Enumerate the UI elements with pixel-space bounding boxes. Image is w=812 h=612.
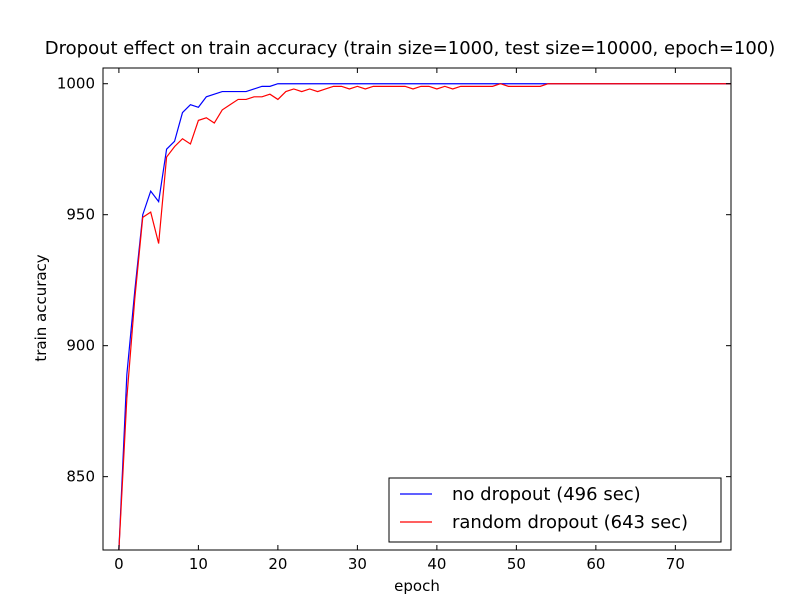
x-tick-label: 50 bbox=[507, 555, 526, 573]
x-tick-label: 60 bbox=[586, 555, 605, 573]
legend-box bbox=[388, 477, 722, 543]
y-tick-label: 850 bbox=[66, 468, 95, 486]
y-tick-label: 900 bbox=[66, 337, 95, 355]
x-axis-label: epoch bbox=[394, 577, 440, 595]
plot-frame bbox=[102, 67, 732, 551]
x-tick-label: 20 bbox=[268, 555, 287, 573]
chart-title: Dropout effect on train accuracy (train … bbox=[45, 38, 776, 59]
y-tick-label: 1000 bbox=[57, 75, 95, 93]
series-layer bbox=[118, 83, 731, 550]
x-tick-label: 30 bbox=[348, 555, 367, 573]
legend: no dropout (496 sec) random dropout (643… bbox=[388, 477, 722, 543]
legend-label-no-dropout: no dropout (496 sec) bbox=[452, 484, 641, 505]
x-tick-label: 40 bbox=[427, 555, 446, 573]
y-tick-label: 950 bbox=[66, 206, 95, 224]
x-tick-label: 70 bbox=[666, 555, 685, 573]
legend-label-random-dropout: random dropout (643 sec) bbox=[452, 512, 688, 533]
ticks-layer: 0 10 20 30 40 50 60 70 850 900 950 1000 bbox=[57, 68, 731, 573]
x-tick-label: 10 bbox=[189, 555, 208, 573]
series-line-random-dropout bbox=[118, 83, 731, 550]
x-tick-label: 0 bbox=[114, 555, 124, 573]
y-axis-label: train accuracy bbox=[32, 254, 50, 361]
